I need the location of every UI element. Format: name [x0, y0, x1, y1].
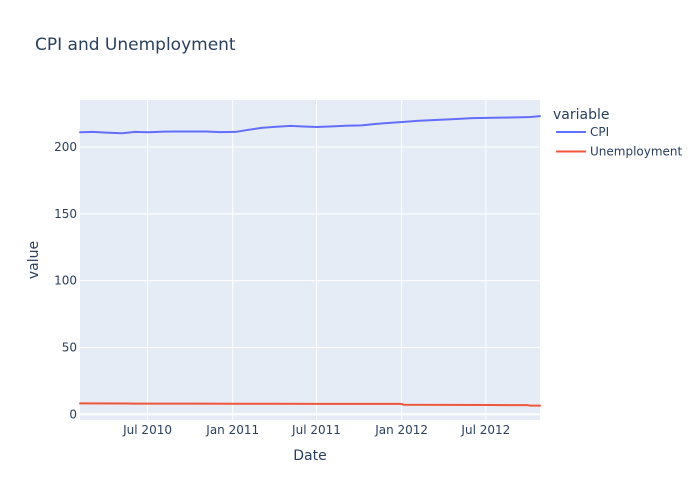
- legend-label: Unemployment: [590, 145, 683, 159]
- legend-label: CPI: [590, 125, 609, 139]
- y-tick-label: 0: [69, 407, 77, 421]
- legend-item-unemployment[interactable]: Unemployment: [556, 145, 683, 159]
- x-axis-title: Date: [293, 448, 326, 464]
- legend-title: variable: [553, 107, 609, 123]
- x-tick-label: Jul 2010: [122, 423, 172, 437]
- y-tick-label: 100: [54, 274, 77, 288]
- series-line-unemployment: [79, 402, 541, 407]
- x-tick-label: Jul 2011: [291, 423, 341, 437]
- y-axis-title: value: [26, 241, 42, 279]
- x-tick-label: Jan 2012: [374, 423, 428, 437]
- plot-area: [80, 100, 540, 420]
- chart-title: CPI and Unemployment: [35, 35, 236, 55]
- x-tick-label: Jul 2012: [460, 423, 510, 437]
- y-tick-label: 200: [54, 140, 77, 154]
- legend-item-cpi[interactable]: CPI: [556, 125, 609, 139]
- y-tick-label: 50: [62, 340, 77, 354]
- grid-lines: [80, 100, 540, 420]
- x-tick-label: Jan 2011: [205, 423, 259, 437]
- y-tick-label: 150: [54, 207, 77, 221]
- tick-labels: Jul 2010 Jan 2011 Jul 2011 Jan 2012 Jul 2012…: [54, 140, 510, 437]
- series-lines: [79, 115, 541, 407]
- legend-items: CPI Unemployment: [556, 125, 683, 159]
- legend: variable CPI Unemployment: [553, 107, 683, 159]
- series-line-cpi: [79, 115, 541, 135]
